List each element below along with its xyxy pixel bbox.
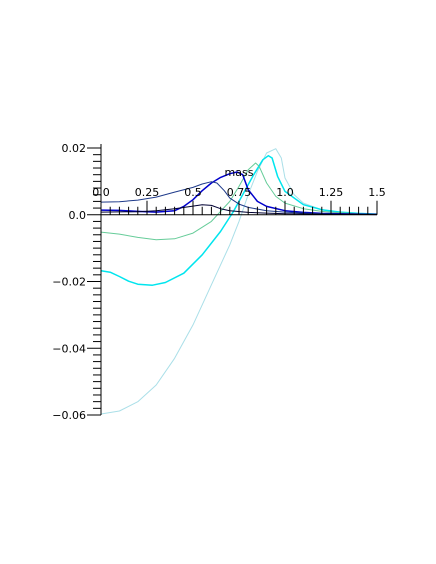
y-tick-label: −0.04 <box>52 342 86 355</box>
y-tick-label: −0.06 <box>52 409 86 422</box>
y-ticks: 0.02 0.0 −0.02 −0.04 −0.06 <box>52 142 101 422</box>
y-tick-label: 0.0 <box>69 209 87 222</box>
x-tick-label: 1.5 <box>368 186 386 199</box>
x-tick-label: 0.25 <box>135 186 160 199</box>
x-tick-label: 1.0 <box>276 186 294 199</box>
x-tick-label: 0.5 <box>184 186 202 199</box>
x-ticks: 0.0 0.25 0.5 0.75 1.0 1.25 1.5 <box>92 186 386 215</box>
series-line-2 <box>100 154 378 286</box>
x-tick-label: 1.25 <box>319 186 344 199</box>
series-line-6 <box>100 204 378 215</box>
x-axis-label: mass <box>225 166 254 179</box>
x-tick-label: 0.75 <box>227 186 252 199</box>
x-tick-label: 0.0 <box>92 186 110 199</box>
y-tick-label: 0.02 <box>62 142 87 155</box>
series-line-3 <box>100 162 378 241</box>
y-tick-label: −0.02 <box>52 276 86 289</box>
